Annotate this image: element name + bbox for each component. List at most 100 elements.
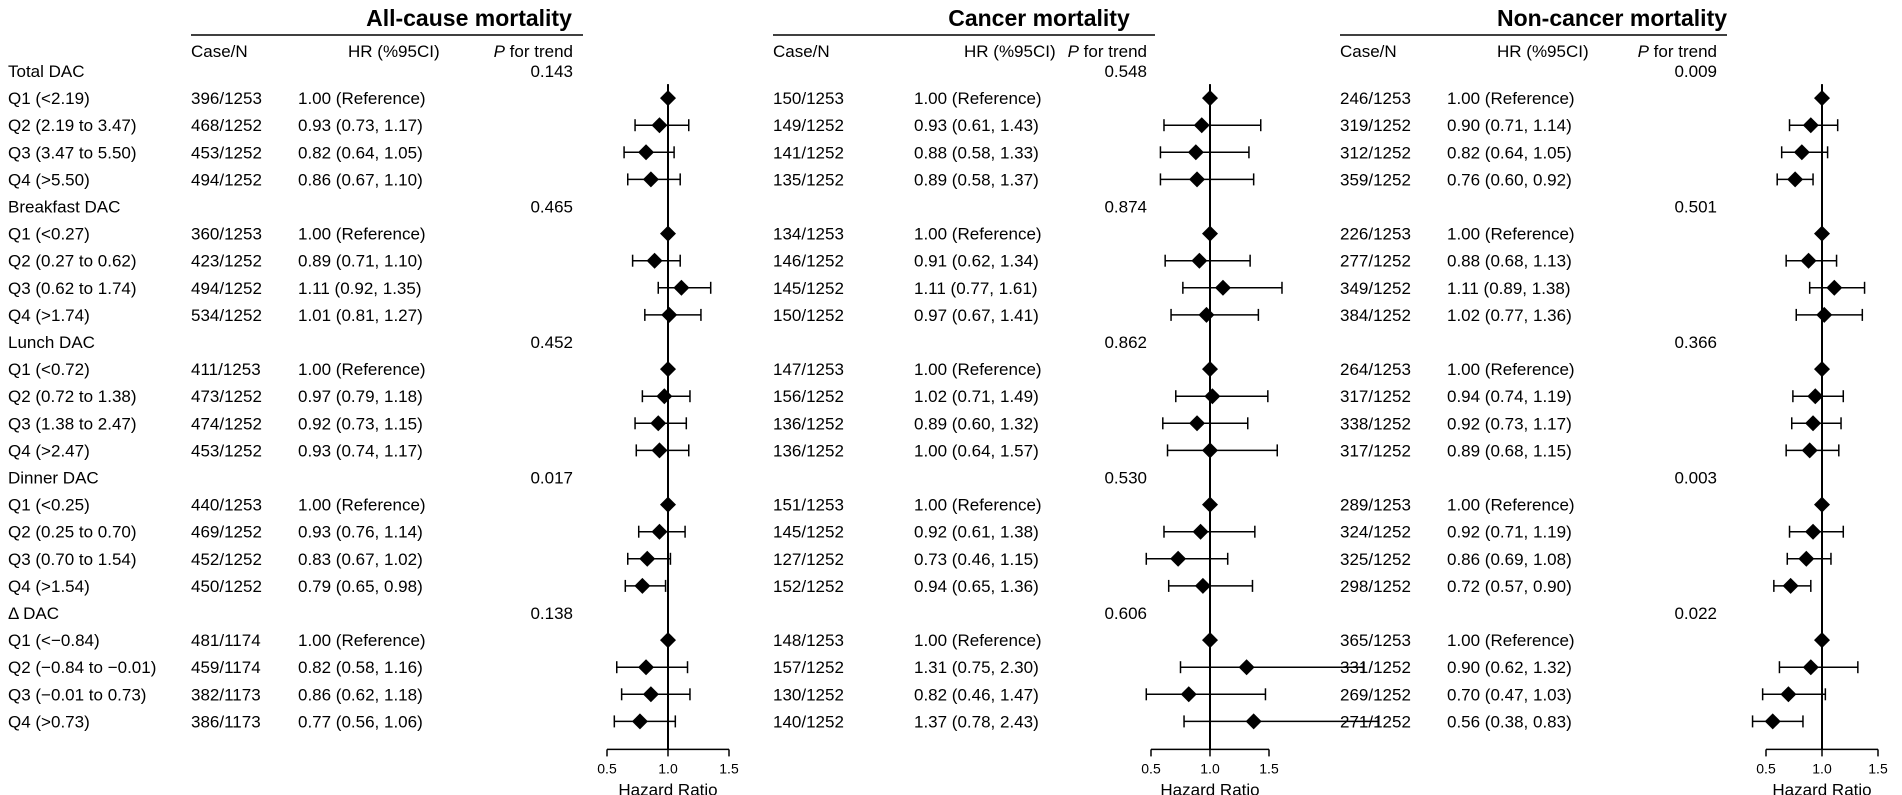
hr-diamond-marker — [1202, 225, 1218, 242]
hr-ci-text: 0.86 (0.62, 1.18) — [298, 685, 423, 704]
row-label: Q2 (0.25 to 0.70) — [8, 523, 137, 542]
p-for-trend: 0.606 — [1104, 604, 1147, 623]
hr-ci-text: 1.00 (Reference) — [914, 89, 1042, 108]
header-case-n: Case/N — [191, 42, 248, 61]
header-p-trend: P for trend — [1638, 42, 1717, 61]
hr-diamond-marker — [1780, 686, 1797, 703]
hr-diamond-marker — [646, 252, 663, 269]
case-n: 135/1252 — [773, 170, 844, 189]
p-for-trend: 0.874 — [1104, 198, 1147, 217]
p-for-trend: 0.366 — [1674, 333, 1717, 352]
case-n: 324/1252 — [1340, 523, 1411, 542]
hr-ci-text: 1.00 (Reference) — [298, 631, 426, 650]
case-n: 145/1252 — [773, 279, 844, 298]
hr-ci-text: 1.00 (Reference) — [1447, 631, 1575, 650]
hr-diamond-marker — [642, 171, 659, 188]
hr-diamond-marker — [1202, 90, 1218, 107]
case-n: 411/1253 — [191, 360, 261, 379]
x-tick-label: 1.5 — [719, 760, 739, 776]
case-n: 473/1252 — [191, 387, 262, 406]
hr-ci-text: 0.89 (0.60, 1.32) — [914, 414, 1039, 433]
hr-ci-text: 0.92 (0.61, 1.38) — [914, 523, 1039, 542]
hr-ci-text: 1.31 (0.75, 2.30) — [914, 658, 1039, 677]
hr-ci-text: 1.00 (Reference) — [1447, 496, 1575, 515]
case-n: 264/1253 — [1340, 360, 1411, 379]
case-n: 148/1253 — [773, 631, 844, 650]
row-label: Q3 (1.38 to 2.47) — [8, 414, 137, 433]
row-label: Q1 (<−0.84) — [8, 631, 100, 650]
case-n: 440/1253 — [191, 496, 262, 515]
hr-ci-text: 0.97 (0.67, 1.41) — [914, 306, 1039, 325]
hr-ci-text: 1.00 (Reference) — [914, 631, 1042, 650]
row-label: Q4 (>1.74) — [8, 306, 90, 325]
hr-diamond-marker — [1202, 632, 1218, 649]
hr-ci-text: 1.11 (0.92, 1.35) — [298, 279, 422, 298]
hr-ci-text: 1.02 (0.77, 1.36) — [1447, 306, 1572, 325]
case-n: 141/1252 — [773, 143, 844, 162]
hr-diamond-marker — [639, 550, 656, 567]
hr-ci-text: 1.00 (Reference) — [298, 360, 426, 379]
hr-ci-text: 0.93 (0.61, 1.43) — [914, 116, 1039, 135]
header-p-rest: for trend — [505, 42, 573, 61]
case-n: 452/1252 — [191, 550, 262, 569]
p-for-trend: 0.017 — [530, 469, 573, 488]
hr-diamond-marker — [1202, 361, 1218, 378]
hr-diamond-marker — [1801, 442, 1818, 459]
case-n: 481/1174 — [191, 631, 261, 650]
row-label: Q4 (>0.73) — [8, 712, 90, 731]
hr-diamond-marker — [638, 144, 655, 161]
header-p-italic: P — [1638, 42, 1650, 61]
case-n: 423/1252 — [191, 252, 262, 271]
hr-diamond-marker — [1202, 442, 1218, 459]
case-n: 396/1253 — [191, 89, 262, 108]
panel-title-2: Cancer mortality — [948, 5, 1130, 31]
row-label: Q3 (0.62 to 1.74) — [8, 279, 137, 298]
hr-diamond-marker — [1802, 659, 1819, 676]
hr-ci-text: 0.79 (0.65, 0.98) — [298, 577, 423, 596]
hr-ci-text: 0.83 (0.67, 1.02) — [298, 550, 423, 569]
header-case-n: Case/N — [1340, 42, 1397, 61]
hr-ci-text: 1.00 (Reference) — [914, 496, 1042, 515]
case-n: 147/1253 — [773, 360, 844, 379]
hr-diamond-marker — [650, 415, 667, 432]
p-for-trend: 0.530 — [1104, 469, 1147, 488]
hr-diamond-marker — [1214, 279, 1231, 296]
hr-ci-text: 1.00 (Reference) — [1447, 225, 1575, 244]
hr-ci-text: 1.00 (Reference) — [298, 225, 426, 244]
case-n: 146/1252 — [773, 252, 844, 271]
hr-ci-text: 0.92 (0.73, 1.17) — [1447, 414, 1572, 433]
case-n: 469/1252 — [191, 523, 262, 542]
hr-diamond-marker — [1245, 713, 1262, 730]
hr-ci-text: 0.70 (0.47, 1.03) — [1447, 685, 1572, 704]
case-n: 134/1253 — [773, 225, 844, 244]
hr-diamond-marker — [1189, 415, 1206, 432]
row-label: Q1 (<0.25) — [8, 496, 90, 515]
x-axis-label: Hazard Ratio — [1160, 780, 1259, 795]
hr-diamond-marker — [1800, 252, 1817, 269]
row-label: Q4 (>5.50) — [8, 170, 90, 189]
hr-diamond-marker — [1192, 523, 1209, 540]
hr-ci-text: 0.56 (0.38, 0.83) — [1447, 712, 1572, 731]
p-for-trend: 0.143 — [530, 62, 573, 81]
p-for-trend: 0.452 — [530, 333, 573, 352]
row-label: Q4 (>1.54) — [8, 577, 90, 596]
case-n: 468/1252 — [191, 116, 262, 135]
header-p-italic: P — [1068, 42, 1080, 61]
row-label: Q3 (0.70 to 1.54) — [8, 550, 137, 569]
hr-ci-text: 1.02 (0.71, 1.49) — [914, 387, 1039, 406]
hr-ci-text: 0.89 (0.58, 1.37) — [914, 170, 1039, 189]
hr-diamond-marker — [1814, 361, 1830, 378]
hr-diamond-marker — [1787, 171, 1804, 188]
hr-diamond-marker — [1194, 577, 1211, 594]
hr-diamond-marker — [631, 713, 648, 730]
hr-ci-text: 0.82 (0.64, 1.05) — [1447, 143, 1572, 162]
hr-ci-text: 1.00 (Reference) — [298, 496, 426, 515]
case-n: 459/1174 — [191, 658, 261, 677]
hr-ci-text: 1.00 (Reference) — [298, 89, 426, 108]
row-label: Q2 (−0.84 to −0.01) — [8, 658, 156, 677]
hr-ci-text: 0.89 (0.71, 1.10) — [298, 252, 423, 271]
hr-ci-text: 0.93 (0.76, 1.14) — [298, 523, 423, 542]
case-n: 474/1252 — [191, 414, 262, 433]
header-p-italic: P — [494, 42, 506, 61]
